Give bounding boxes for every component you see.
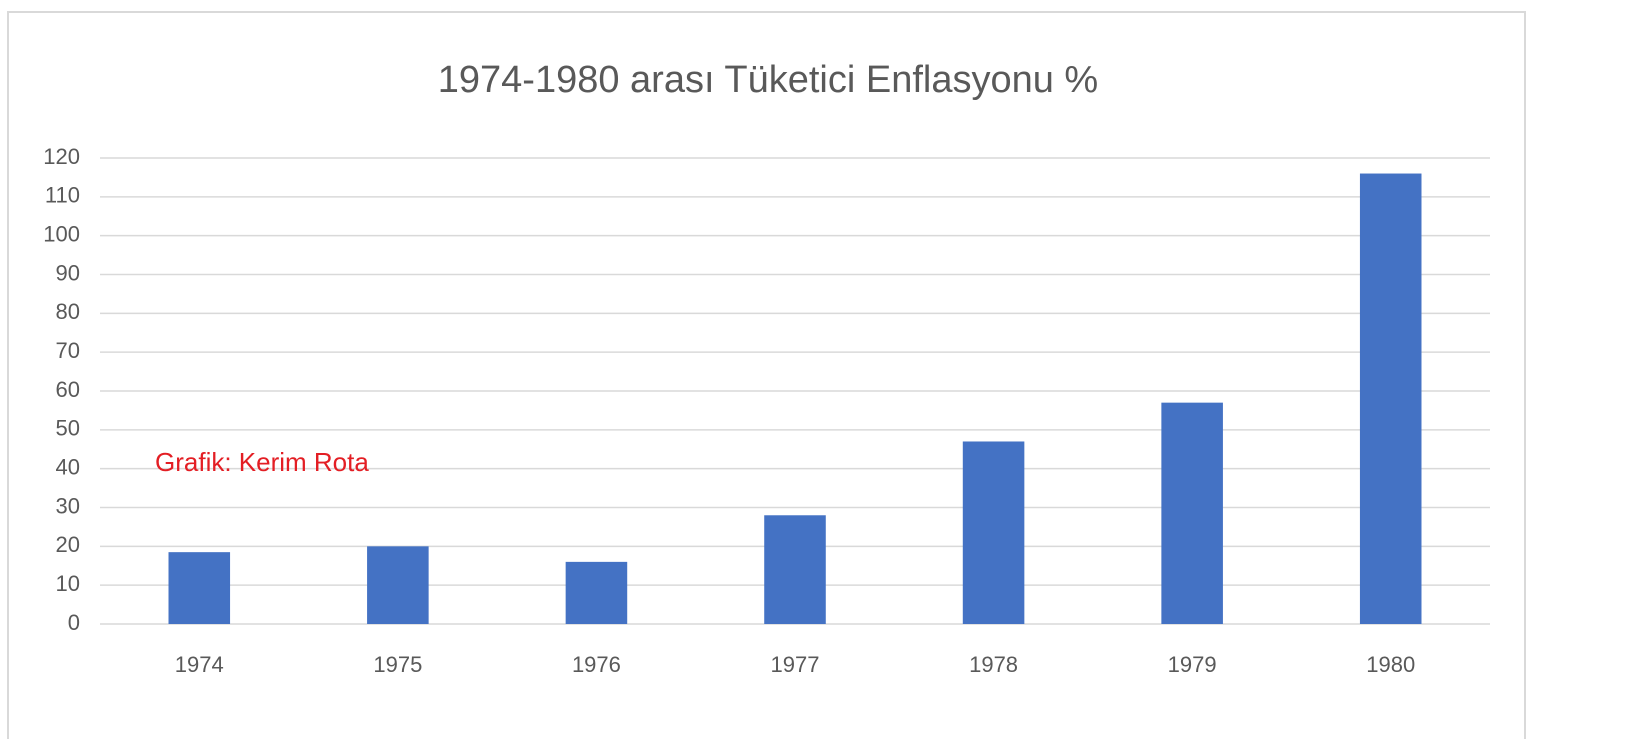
y-tick-label: 70 [56, 338, 80, 363]
x-tick-label: 1979 [1168, 652, 1217, 677]
y-tick-label: 30 [56, 493, 80, 518]
chart-title: 1974-1980 arası Tüketici Enflasyonu % [438, 59, 1098, 101]
bar [1359, 173, 1422, 625]
y-tick-label: 90 [56, 260, 80, 285]
x-tick-label: 1975 [373, 652, 422, 677]
x-tick-label: 1976 [572, 652, 621, 677]
y-tick-label: 40 [56, 454, 80, 479]
x-tick-label: 1978 [969, 652, 1018, 677]
annotation: Grafik: Kerim Rota [155, 447, 369, 477]
y-tick-label: 60 [56, 377, 80, 402]
y-tick-label: 120 [43, 144, 80, 169]
bar [962, 441, 1025, 624]
bar [565, 561, 628, 624]
x-tick-label: 1977 [771, 652, 820, 677]
y-tick-label: 100 [43, 221, 80, 246]
bar [168, 552, 231, 624]
y-tick-label: 20 [56, 532, 80, 557]
x-tick-label: 1974 [175, 652, 224, 677]
y-tick-label: 80 [56, 299, 80, 324]
y-tick-label: 50 [56, 416, 80, 441]
bar [1161, 402, 1223, 624]
x-tick-label: 1980 [1366, 652, 1415, 677]
bar [764, 515, 826, 624]
bar [367, 546, 429, 624]
y-tick-label: 0 [68, 610, 80, 635]
chart-border [7, 11, 1526, 739]
y-tick-label: 110 [45, 183, 80, 208]
y-tick-label: 10 [56, 571, 80, 596]
